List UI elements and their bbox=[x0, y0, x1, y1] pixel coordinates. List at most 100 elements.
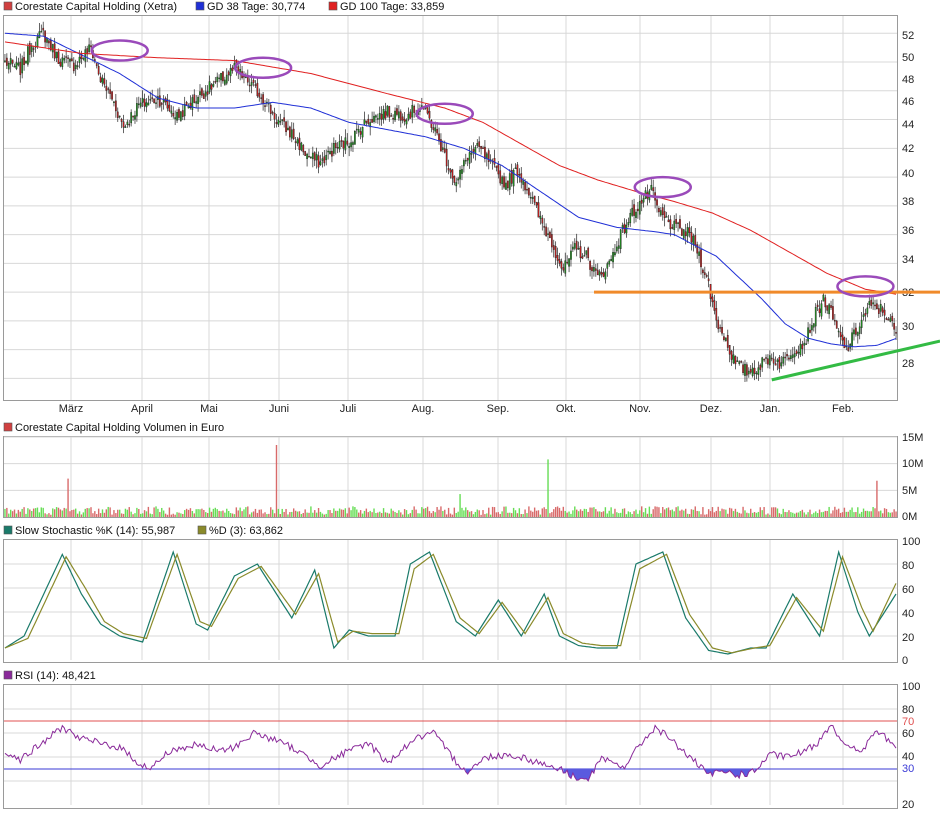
price-candle-down bbox=[447, 168, 450, 171]
volume-bar bbox=[444, 509, 446, 517]
volume-bar bbox=[711, 507, 714, 517]
price-candle-down bbox=[214, 81, 217, 83]
volume-bar bbox=[648, 506, 651, 517]
price-candle-down bbox=[67, 57, 69, 59]
volume-bar bbox=[29, 509, 31, 517]
rsi-tick-label: 60 bbox=[902, 728, 914, 740]
price-tick-label: 38 bbox=[902, 196, 914, 208]
price-candle-down bbox=[690, 232, 693, 243]
price-candle-up bbox=[616, 246, 618, 252]
price-candle-down bbox=[331, 150, 333, 157]
highlight-ellipse bbox=[836, 275, 895, 298]
volume-bar bbox=[612, 513, 614, 517]
month-label: Feb. bbox=[832, 403, 854, 415]
volume-bar bbox=[359, 510, 362, 517]
price-candle-up bbox=[191, 97, 194, 110]
price-candle-up bbox=[84, 49, 87, 62]
price-candle-up bbox=[738, 361, 741, 364]
price-panel-frame bbox=[3, 15, 898, 401]
volume-bar bbox=[880, 510, 882, 517]
volume-bar bbox=[99, 513, 102, 517]
volume-bar bbox=[725, 509, 727, 517]
price-candle-down bbox=[298, 137, 301, 150]
volume-bar bbox=[734, 508, 737, 517]
volume-bar bbox=[675, 507, 677, 517]
volume-bar bbox=[285, 508, 287, 517]
price-candle-down bbox=[132, 115, 134, 118]
volume-bar bbox=[864, 510, 867, 517]
price-candle-down bbox=[292, 128, 295, 139]
price-candle-up bbox=[354, 131, 356, 145]
volume-bar bbox=[520, 514, 522, 517]
volume-bar bbox=[178, 512, 180, 517]
price-candle-up bbox=[812, 323, 815, 328]
price-candle-down bbox=[535, 201, 538, 206]
volume-bar bbox=[683, 510, 685, 517]
volume-bar bbox=[323, 514, 325, 517]
price-candle-down bbox=[426, 107, 429, 114]
rsi-ref-label-70: 70 bbox=[902, 716, 914, 728]
price-candle-down bbox=[48, 40, 50, 44]
volume-bar bbox=[292, 508, 295, 517]
price-candle-down bbox=[116, 111, 119, 118]
price-candle-up bbox=[277, 119, 280, 125]
price-candle-down bbox=[700, 249, 702, 268]
price-series-layer bbox=[4, 21, 940, 382]
price-y-axis: 52 50 48 46 44 42 40 38 36 34 32 30 28 bbox=[902, 30, 914, 370]
volume-bar bbox=[94, 511, 96, 517]
month-axis: März April Mai Juni Juli Aug. Sep. Okt. … bbox=[59, 403, 854, 415]
price-candle-up bbox=[508, 173, 511, 190]
volume-bar bbox=[117, 509, 119, 517]
volume-bar bbox=[625, 514, 628, 517]
volume-bar bbox=[52, 508, 54, 517]
volume-bar bbox=[426, 506, 429, 517]
volume-bar bbox=[541, 508, 543, 517]
volume-bar bbox=[197, 509, 199, 517]
price-candle-down bbox=[839, 331, 842, 337]
volume-tick-label: 10M bbox=[902, 458, 923, 470]
volume-bar bbox=[757, 511, 760, 517]
volume-bar bbox=[17, 509, 20, 517]
price-candle-up bbox=[677, 222, 679, 224]
volume-bar bbox=[396, 512, 398, 517]
volume-bar bbox=[53, 509, 56, 517]
volume-bar bbox=[21, 508, 23, 517]
price-candle-down bbox=[671, 227, 674, 229]
price-candle-down bbox=[841, 334, 844, 341]
volume-bar bbox=[203, 509, 205, 517]
volume-bar bbox=[585, 509, 587, 517]
stoch-y-axis: 100 80 60 40 20 0 bbox=[902, 536, 920, 667]
volume-bar bbox=[535, 510, 538, 517]
price-tick-label: 30 bbox=[902, 321, 914, 333]
volume-bar bbox=[891, 512, 893, 517]
volume-bar bbox=[124, 508, 127, 517]
price-candle-down bbox=[493, 158, 496, 165]
volume-bar bbox=[331, 513, 333, 517]
price-candle-down bbox=[726, 335, 729, 348]
price-candle-up bbox=[803, 342, 806, 346]
volume-bar bbox=[392, 510, 394, 517]
price-candle-up bbox=[621, 225, 624, 229]
volume-bar bbox=[482, 510, 484, 517]
volume-bar bbox=[688, 514, 691, 517]
volume-bar bbox=[807, 512, 809, 517]
price-candle-down bbox=[795, 350, 798, 354]
volume-bar bbox=[398, 510, 400, 517]
volume-bar bbox=[296, 511, 299, 517]
price-candle-down bbox=[550, 234, 553, 248]
price-candle-down bbox=[891, 315, 894, 321]
price-candle-down bbox=[877, 308, 880, 314]
volume-bar bbox=[308, 512, 310, 517]
month-label: Jan. bbox=[760, 403, 781, 415]
volume-bar bbox=[468, 511, 471, 517]
volume-bar bbox=[210, 511, 213, 517]
price-candle-up bbox=[547, 233, 549, 235]
price-candle-down bbox=[193, 94, 196, 103]
price-candle-down bbox=[472, 149, 475, 152]
volume-bar bbox=[782, 508, 784, 517]
volume-bar bbox=[755, 512, 758, 517]
price-candle-down bbox=[715, 308, 718, 321]
price-candle-up bbox=[394, 110, 396, 121]
price-candle-up bbox=[220, 72, 222, 81]
volume-bar bbox=[642, 512, 645, 517]
